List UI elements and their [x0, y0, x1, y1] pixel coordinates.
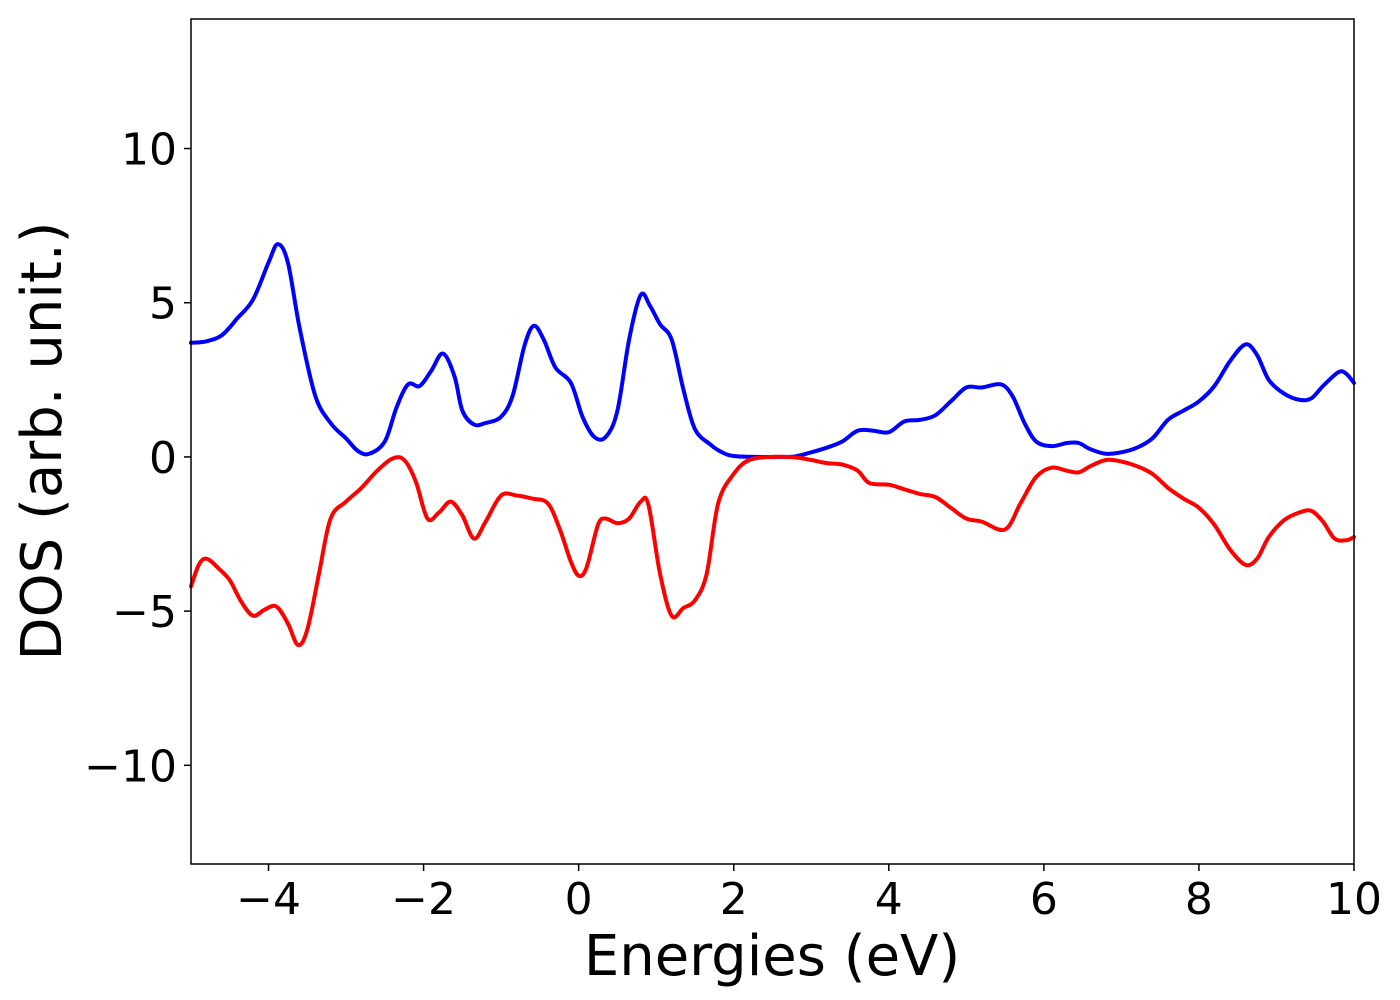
x-tick-label: 6	[1030, 874, 1058, 925]
y-tick-label: 10	[121, 125, 177, 176]
y-axis-ticks: −10 −5 0 5 10	[84, 125, 191, 792]
x-tick-label: 8	[1185, 874, 1213, 925]
y-tick-label: −10	[84, 741, 177, 792]
x-tick-label: 4	[875, 874, 903, 925]
x-axis-ticks: −4 −2 0 2 4 6 8 10	[236, 864, 1382, 925]
x-tick-label: 2	[720, 874, 748, 925]
plot-frame	[190, 18, 1355, 865]
plot-lines	[189, 242, 1356, 648]
y-tick-label: −5	[112, 587, 177, 638]
y-axis-label: DOS (arb. unit.)	[10, 221, 75, 660]
y-tick-label: 5	[149, 279, 177, 330]
x-tick-label: −2	[391, 874, 456, 925]
x-axis-label: Energies (eV)	[584, 924, 960, 989]
x-tick-label: −4	[236, 874, 301, 925]
y-tick-label: 0	[149, 433, 177, 484]
x-tick-label: 0	[565, 874, 593, 925]
dos-series-line-1	[189, 242, 1356, 460]
dos-series-line-2	[189, 454, 1356, 648]
x-tick-label: 10	[1326, 874, 1382, 925]
